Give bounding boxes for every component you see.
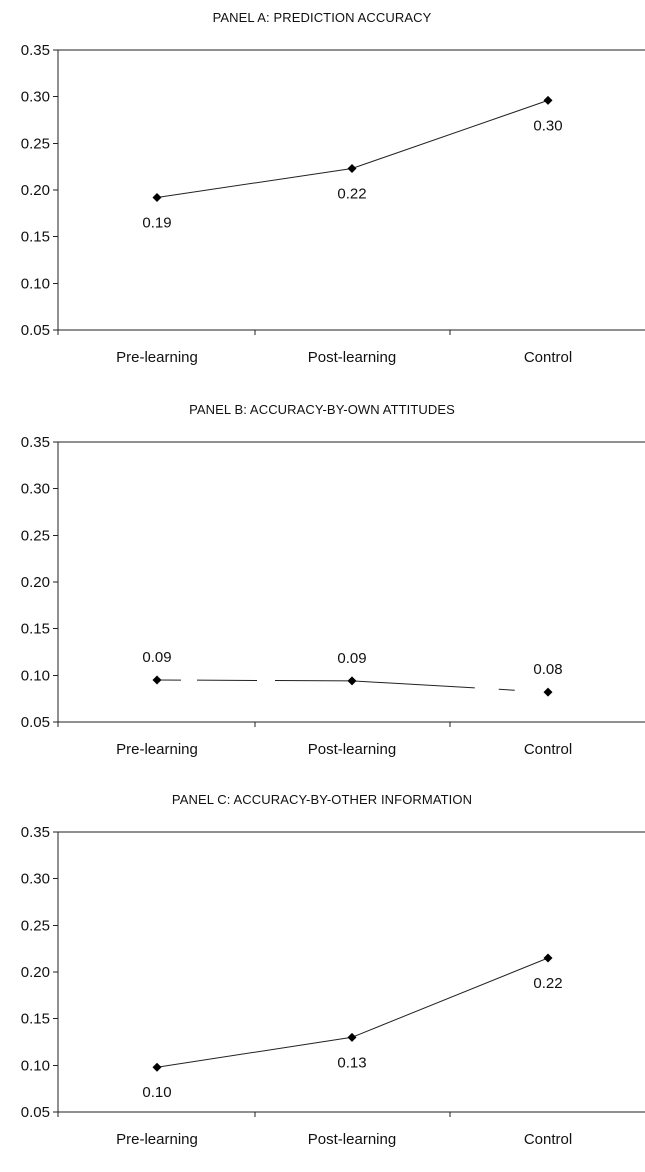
panel-b-y-tick-label: 0.20 — [21, 574, 50, 591]
panel-c-data-label: 0.10 — [142, 1084, 171, 1101]
panel-b-x-tick-label: Control — [524, 741, 572, 758]
chart-svg: PANEL B: ACCURACY-BY-OWN ATTITUDES 0.05 0.… — [21, 402, 645, 758]
panel-a-data-point — [543, 95, 553, 105]
panel-c-series-line — [156, 957, 549, 1068]
panel-b-title: PANEL B: ACCURACY-BY-OWN ATTITUDES — [189, 402, 455, 417]
panel-c-data-label: 0.13 — [337, 1054, 366, 1071]
panel-a-data-label: 0.30 — [533, 117, 562, 134]
panel-a-x-tick-label: Control — [524, 349, 572, 366]
panel-a-data-point — [152, 192, 162, 202]
panel-c-y-tick-label: 0.20 — [21, 964, 50, 981]
panel-a-title: PANEL A: PREDICTION ACCURACY — [213, 10, 432, 25]
panel-c-y-tick-label: 0.30 — [21, 871, 50, 888]
panel-a-y-tick-label: 0.35 — [21, 42, 50, 59]
panel-c-data-point — [152, 1062, 162, 1072]
panel-b-y-tick-label: 0.30 — [21, 481, 50, 498]
panel-c-y-tick-label: 0.10 — [21, 1057, 50, 1074]
panel-b-y-tick-label: 0.15 — [21, 621, 50, 638]
panel-b: PANEL B: ACCURACY-BY-OWN ATTITUDES 0.05 0.… — [0, 392, 645, 782]
panel-a: PANEL A: PREDICTION ACCURACY 0.05 0.10 0.15… — [0, 0, 645, 390]
chart-svg: PANEL A: PREDICTION ACCURACY 0.05 0.10 0.15… — [21, 10, 645, 366]
panel-a-data-label: 0.19 — [142, 214, 171, 231]
panel-b-x-tick-label: Post-learning — [308, 741, 396, 758]
chart-svg: PANEL C: ACCURACY-BY-OTHER INFORMATION 0.… — [21, 792, 645, 1148]
panel-c-x-tick-label: Control — [524, 1131, 572, 1148]
panel-c-data-label: 0.22 — [533, 975, 562, 992]
panel-a-y-tick-label: 0.20 — [21, 182, 50, 199]
panel-c-x-tick-label: Pre-learning — [116, 1131, 198, 1148]
panel-b-data-label: 0.09 — [142, 649, 171, 666]
panel-a-y-tick-label: 0.10 — [21, 275, 50, 292]
panel-b-data-point — [152, 675, 162, 685]
panel-b-y-tick-label: 0.10 — [21, 667, 50, 684]
panel-c-data-point — [543, 953, 553, 963]
panel-a-y-tick-label: 0.05 — [21, 322, 50, 339]
panel-a-series-line — [156, 99, 549, 198]
panel-b-y-tick-label: 0.25 — [21, 527, 50, 544]
panel-a-y-tick-label: 0.15 — [21, 229, 50, 246]
panel-c-x-tick-label: Post-learning — [308, 1131, 396, 1148]
panel-c-y-tick-label: 0.15 — [21, 1011, 50, 1028]
panel-b-y-tick-label: 0.05 — [21, 714, 50, 731]
panel-c-y-tick-label: 0.25 — [21, 917, 50, 934]
panel-c: PANEL C: ACCURACY-BY-OTHER INFORMATION 0.… — [0, 782, 645, 1172]
panel-c-title: PANEL C: ACCURACY-BY-OTHER INFORMATION — [172, 792, 472, 807]
panel-b-data-point — [347, 676, 357, 686]
panel-c-y-tick-label: 0.05 — [21, 1104, 50, 1121]
panel-b-data-point — [543, 687, 553, 697]
panel-b-x-tick-label: Pre-learning — [116, 741, 198, 758]
panel-c-y-tick-label: 0.35 — [21, 824, 50, 841]
panel-b-data-label: 0.09 — [337, 650, 366, 667]
panel-a-x-tick-label: Post-learning — [308, 349, 396, 366]
panel-c-data-point — [347, 1032, 357, 1042]
panel-a-data-point — [347, 164, 357, 174]
panel-b-data-label: 0.08 — [533, 661, 562, 678]
panel-a-x-tick-label: Pre-learning — [116, 349, 198, 366]
panel-a-data-label: 0.22 — [337, 186, 366, 203]
panel-a-y-tick-label: 0.25 — [21, 135, 50, 152]
panel-a-y-tick-label: 0.30 — [21, 89, 50, 106]
panel-b-y-tick-label: 0.35 — [21, 434, 50, 451]
